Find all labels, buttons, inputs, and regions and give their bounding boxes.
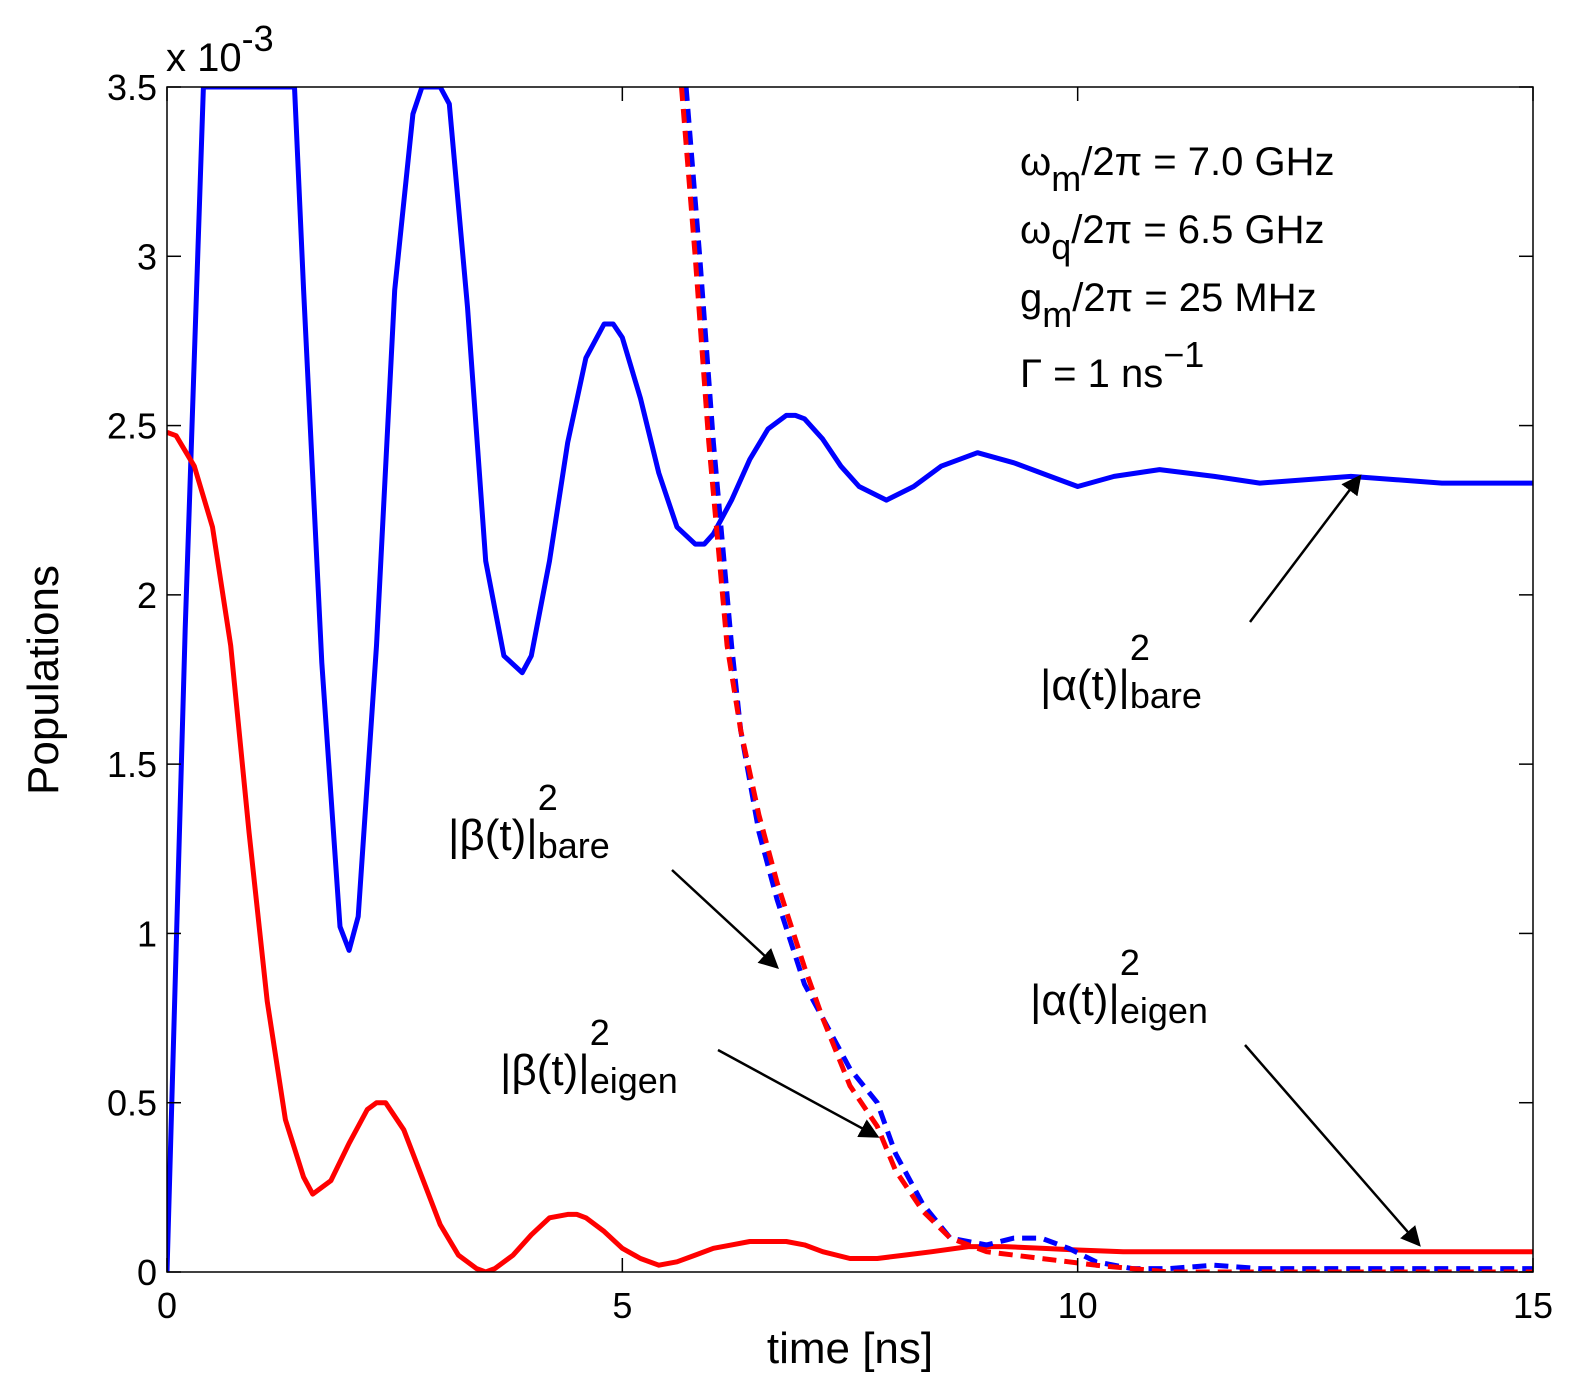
y-tick-label: 0.5	[107, 1083, 157, 1124]
parameter-line: gm/2π = 25 MHz	[1020, 276, 1317, 335]
x-axis-label: time [ns]	[767, 1324, 933, 1373]
annotation-layer: |α(t)|2 bare |β(t)|2 bare |β(t)|2 eigen |α(t)|…	[448, 474, 1421, 1247]
y-tick-label: 2	[137, 575, 157, 616]
x-tick-label: 15	[1513, 1285, 1553, 1326]
y-tick-label: 3.5	[107, 67, 157, 108]
parameter-line: Γ = 1 ns−1	[1020, 334, 1204, 396]
parameter-line: ωm/2π = 7.0 GHz	[1020, 140, 1335, 199]
annotation-arrow	[717, 1048, 880, 1138]
x-tick-label: 5	[612, 1285, 632, 1326]
y-multiplier: x 10-3	[166, 18, 274, 80]
y-tick-label: 0	[137, 1252, 157, 1293]
annotation-arrow	[1244, 1044, 1421, 1247]
y-tick-label: 1.5	[107, 744, 157, 785]
y-tick-label: 2.5	[107, 406, 157, 447]
y-tick-label: 1	[137, 913, 157, 954]
plot-frame	[166, 86, 1534, 1273]
series-line-1	[167, 87, 1533, 1272]
series-annotation: |α(t)|2 bare	[1040, 627, 1202, 716]
series-line-2	[167, 429, 1533, 1272]
parameter-box: ωm/2π = 7.0 GHz ωq/2π = 6.5 GHz gm/2π = 25…	[1020, 140, 1335, 396]
annotation-arrow	[671, 869, 779, 969]
series-annotation: |α(t)|2 eigen	[1030, 942, 1208, 1031]
x-tick-label: 10	[1058, 1285, 1098, 1326]
x-tick-label: 0	[157, 1285, 177, 1326]
ticks-layer: 0 5 10 15 0 0.5 1 1.5 2 2.5 3 3.5	[107, 67, 1553, 1326]
series-annotation: |β(t)|2 eigen	[500, 1012, 678, 1101]
annotation-arrow	[1249, 474, 1362, 623]
y-axis-label: Populations	[19, 565, 68, 795]
series-layer	[167, 87, 1533, 1272]
y-tick-label: 3	[137, 236, 157, 277]
parameter-line: ωq/2π = 6.5 GHz	[1020, 208, 1325, 267]
series-annotation: |β(t)|2 bare	[448, 777, 610, 866]
